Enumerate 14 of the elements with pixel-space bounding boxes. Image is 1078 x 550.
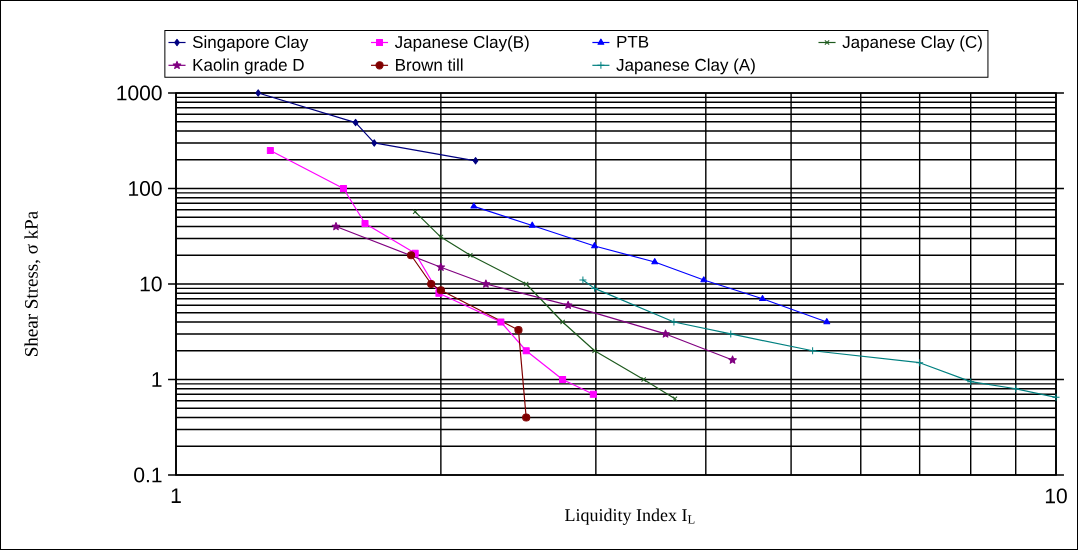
y-tick-label: 0.1 [134, 467, 162, 483]
y-tick-label: 1 [152, 372, 162, 387]
legend-label: Japanese Clay (C) [842, 35, 982, 52]
legend-label: Japanese Clay (A) [616, 58, 755, 75]
legend-label: Japanese Clay(B) [394, 35, 529, 52]
x-axis-title: Liquidity Index I$_{L}$ [565, 508, 695, 525]
legend-label: Brown till [396, 58, 463, 71]
y-tick-label: 10 [140, 276, 162, 292]
legend-label: Kaolin grade D [193, 58, 304, 75]
y-tick-label: 1000 [117, 85, 162, 101]
y-axis-title: Shear Stress, σ kPa [24, 211, 41, 356]
legend-label: Singapore Clay [192, 35, 309, 52]
legend-label: PTB [617, 35, 649, 48]
y-tick-label: 100 [129, 181, 162, 196]
